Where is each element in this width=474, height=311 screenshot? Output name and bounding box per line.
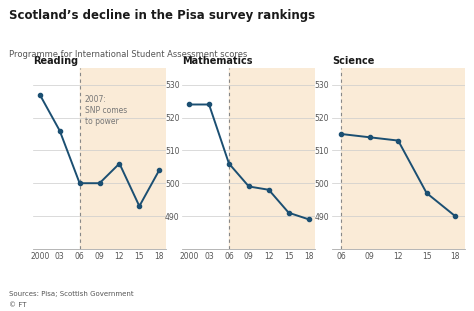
Bar (229, 68, 315, 249)
Text: Science: Science (332, 56, 374, 66)
Text: Scotland’s decline in the Pisa survey rankings: Scotland’s decline in the Pisa survey ra… (9, 9, 316, 22)
Text: 2007:
SNP comes
to power: 2007: SNP comes to power (85, 95, 127, 126)
Text: © FT: © FT (9, 302, 27, 308)
Text: Reading: Reading (33, 56, 78, 66)
Text: Programme for International Student Assessment scores: Programme for International Student Asse… (9, 50, 248, 59)
Bar (80, 68, 166, 249)
Bar (341, 68, 465, 249)
Text: Sources: Pisa; Scottish Government: Sources: Pisa; Scottish Government (9, 291, 134, 297)
Text: Mathematics: Mathematics (182, 56, 253, 66)
